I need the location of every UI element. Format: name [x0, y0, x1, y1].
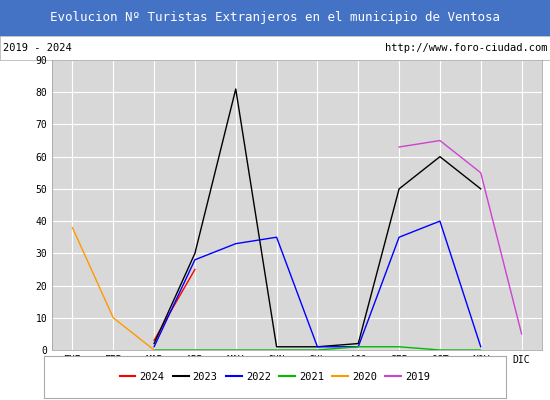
Text: 2019 - 2024: 2019 - 2024 [3, 43, 72, 53]
Legend: 2024, 2023, 2022, 2021, 2020, 2019: 2024, 2023, 2022, 2021, 2020, 2019 [116, 368, 435, 386]
Text: Evolucion Nº Turistas Extranjeros en el municipio de Ventosa: Evolucion Nº Turistas Extranjeros en el … [50, 12, 500, 24]
Text: http://www.foro-ciudad.com: http://www.foro-ciudad.com [385, 43, 547, 53]
